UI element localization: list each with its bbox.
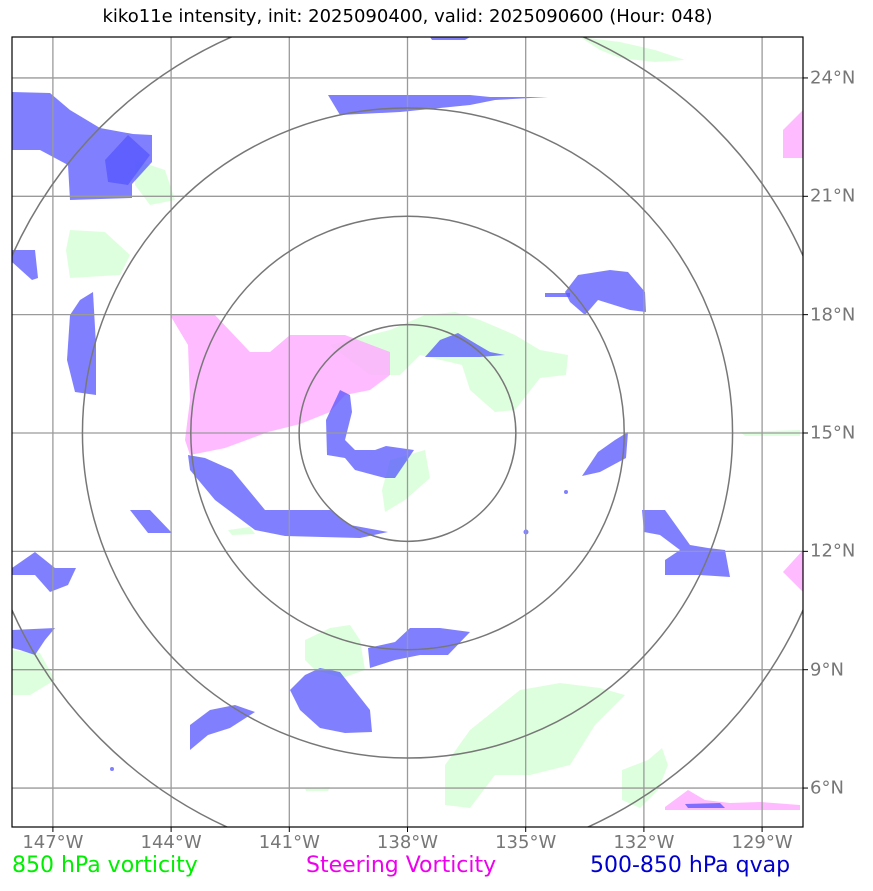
lon-tick-label: 138°W	[376, 832, 439, 853]
vorticity-patch	[66, 230, 130, 278]
steering-patch	[665, 790, 800, 810]
qvap-patch	[565, 270, 646, 315]
qvap-patch	[290, 668, 372, 733]
lat-tick-label: 9°N	[810, 659, 844, 681]
steering-patch	[170, 315, 390, 455]
map-title: kiko11e intensity, init: 2025090400, val…	[102, 6, 713, 27]
qvap-patch	[642, 510, 730, 577]
qvap-patch	[110, 767, 114, 771]
lat-tick-label: 18°N	[810, 304, 856, 326]
lon-tick-label: 144°W	[140, 832, 202, 853]
qvap-patch	[190, 705, 255, 750]
lon-tick-label: 135°W	[495, 832, 557, 853]
qvap-patch	[326, 390, 414, 478]
qvap-regions	[12, 37, 730, 808]
qvap-patch	[12, 552, 76, 592]
lat-tick-label: 15°N	[810, 422, 856, 444]
steering-patch	[783, 550, 803, 592]
qvap-patch	[368, 628, 470, 668]
qvap-patch	[67, 292, 96, 395]
lon-tick-label: 132°W	[613, 832, 675, 853]
range-ring	[81, 107, 734, 759]
qvap-patch	[564, 490, 568, 494]
lon-tick-label: 147°W	[22, 832, 84, 853]
axis-ticks	[52, 77, 808, 832]
steering-vorticity-regions	[170, 110, 803, 810]
qvap-patch	[188, 455, 388, 538]
legend-850-vorticity: 850 hPa vorticity	[12, 853, 198, 878]
lat-tick-label: 12°N	[810, 540, 856, 562]
range-ring	[298, 323, 517, 543]
vorticity-patch	[445, 683, 625, 808]
range-ring	[190, 215, 625, 651]
vorticity-patch	[622, 748, 668, 808]
vorticity-patch	[228, 527, 255, 535]
qvap-patch	[425, 333, 505, 357]
lon-tick-label: 141°W	[258, 832, 320, 853]
qvap-patch	[105, 135, 150, 185]
qvap-patch	[430, 37, 470, 40]
lon-tick-label: 129°W	[731, 832, 793, 853]
qvap-patch	[545, 293, 570, 297]
vorticity-patch	[12, 650, 55, 695]
vorticity-patch	[580, 37, 685, 62]
qvap-patch	[328, 95, 548, 115]
lat-tick-label: 24°N	[810, 67, 856, 89]
qvap-patch	[12, 250, 38, 280]
legend-qvap: 500-850 hPa qvap	[590, 853, 791, 878]
legend-steering-vorticity: Steering Vorticity	[306, 853, 497, 878]
range-rings	[12, 37, 803, 827]
steering-patch	[783, 110, 803, 158]
vorticity-850-regions	[12, 37, 800, 808]
lat-tick-label: 21°N	[810, 185, 856, 207]
graticule	[12, 37, 803, 827]
qvap-patch	[582, 432, 628, 476]
qvap-patch	[685, 803, 725, 808]
qvap-patch	[130, 510, 172, 533]
qvap-patch	[12, 628, 55, 655]
lat-tick-label: 6°N	[810, 777, 844, 799]
vorticity-patch	[330, 312, 568, 412]
vorticity-patch	[135, 160, 175, 205]
vorticity-patch	[305, 625, 365, 678]
